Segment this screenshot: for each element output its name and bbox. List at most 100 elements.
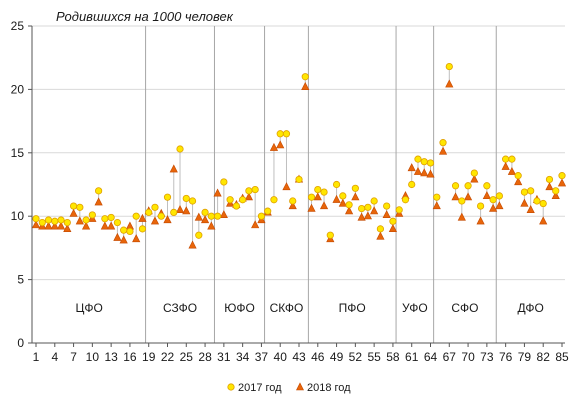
point-2018 [413,166,423,175]
point-2018 [213,188,222,197]
point-2018 [119,235,128,244]
x-tick-label: 43 [292,350,306,364]
point-2018 [332,194,341,203]
point-2018 [163,215,172,224]
x-tick-labels: 1 4 7 10 13 16 19 22 25 28 31 34 37 40 43 46 49 52 55 58 61 6… [33,343,569,364]
point-2018 [138,213,147,222]
point-2018 [495,201,504,210]
point-2017 [57,216,65,224]
point-2018 [420,168,429,177]
x-tick-label: 28 [198,350,212,364]
point-2018 [244,192,253,201]
x-tick-label: 31 [217,350,231,364]
legend-label-2017: 2017 год [238,382,282,394]
point-2017 [176,145,184,153]
point-2017 [88,211,96,219]
point-2018 [219,210,228,219]
point-2017 [163,193,172,201]
point-2018 [545,182,554,191]
point-2017 [295,175,303,184]
point-2017 [195,231,203,239]
district-labels: ЦФО СЗФО ЮФО СКФО ПФО УФО СФО ДФО [76,301,544,315]
x-tick-label: 67 [443,350,457,364]
point-2017 [426,159,435,167]
point-2018 [194,212,203,221]
y-tick-label: 10 [11,209,25,223]
point-2018 [382,210,391,219]
point-2017 [289,197,297,205]
x-tick-label: 61 [405,350,419,364]
point-2017 [358,204,366,213]
point-2017 [539,199,547,208]
point-2017 [101,215,109,223]
gridlines [28,25,565,344]
point-2017 [527,187,535,195]
point-2017 [188,197,197,205]
district-label: СЗФО [163,301,197,315]
y-tick-label: 15 [11,146,25,160]
legend-label-2018: 2018 год [307,382,351,394]
point-2017 [232,202,240,210]
point-2017 [395,206,403,214]
point-2018 [551,191,560,200]
point-2018 [301,82,310,90]
point-2017 [38,218,46,227]
point-2018 [351,192,360,201]
point-2018 [150,216,160,225]
point-2018 [175,205,185,213]
point-2017 [95,187,103,195]
x-tick-label: 79 [518,350,532,364]
point-2018 [319,201,329,210]
point-2017 [476,202,485,210]
point-2017 [120,226,128,234]
point-2017 [226,196,234,204]
x-tick-label: 10 [86,350,100,364]
point-2017 [126,227,134,236]
point-2017 [433,193,441,201]
point-2018 [288,201,297,210]
point-2017 [364,203,372,211]
point-2018 [520,198,529,207]
point-2017 [345,201,353,209]
x-tick-label: 64 [424,350,438,364]
district-label: ЮФО [224,301,255,315]
point-2017 [445,62,453,71]
point-2018 [451,192,460,201]
x-tick-label: 7 [70,350,77,364]
point-2017 [339,192,347,200]
point-2017 [132,212,140,220]
point-2017 [558,172,566,180]
point-2017 [257,212,266,220]
point-2018 [438,146,448,155]
x-tick-label: 25 [180,350,194,364]
y-tick-label: 5 [17,273,24,287]
legend-marker-2018 [296,382,304,391]
y-tick-labels: 0 5 10 15 20 25 [11,19,25,350]
point-2017 [213,212,222,220]
point-2017 [239,196,247,204]
point-2017 [107,213,115,222]
point-2018 [363,211,372,220]
point-2018 [345,206,354,215]
x-tick-label: 1 [33,350,40,364]
point-2018 [501,161,510,170]
point-2018 [307,203,316,212]
x-tick-label: 58 [386,350,400,364]
point-2017 [533,197,541,205]
point-2018 [251,220,260,229]
point-2017 [389,217,397,225]
y-tick-label: 20 [11,82,25,96]
point-2017 [520,188,529,196]
point-2017 [51,217,59,225]
district-label: УФО [402,301,428,315]
point-2017 [201,208,209,216]
point-2018 [357,212,366,221]
x-tick-label: 76 [499,350,513,364]
point-2018 [432,201,441,210]
point-2017 [170,208,178,216]
point-2017 [320,188,328,196]
point-2017 [332,180,341,189]
point-2018 [470,174,479,183]
x-tick-label: 55 [367,350,381,364]
